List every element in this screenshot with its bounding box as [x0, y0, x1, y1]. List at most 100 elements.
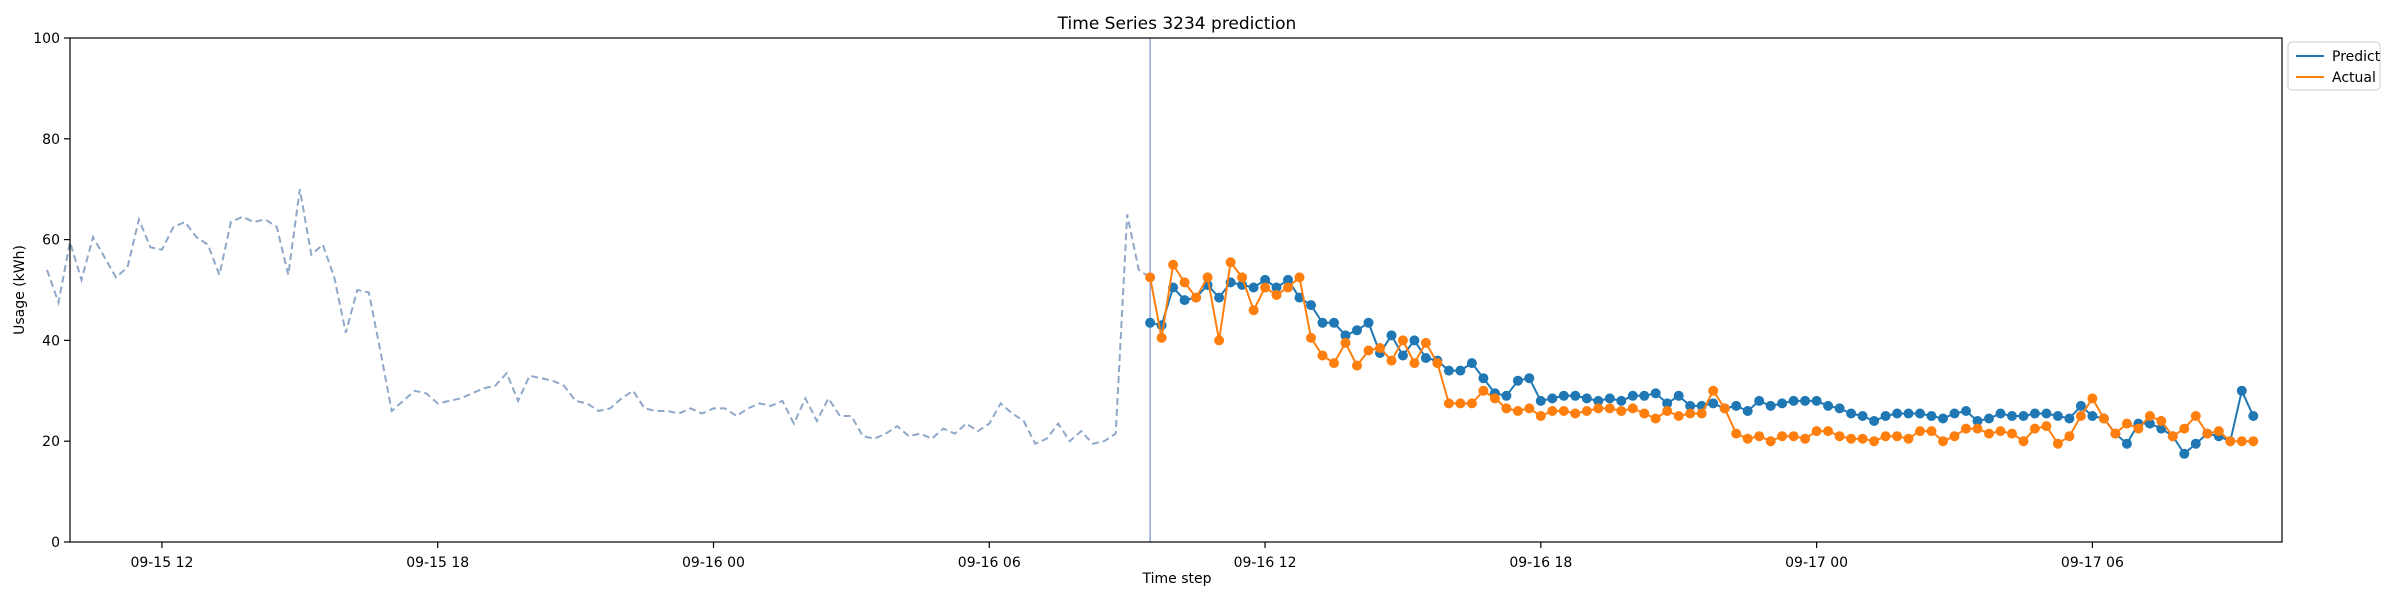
predict-point	[1834, 403, 1845, 414]
actual-point	[1846, 433, 1857, 444]
actual-point	[1524, 403, 1535, 414]
actual-point	[1478, 385, 1489, 396]
predict-point	[1397, 350, 1408, 361]
series-layer	[1145, 257, 2259, 459]
predict-point	[1466, 358, 1477, 369]
actual-point	[2213, 426, 2224, 437]
actual-point	[2052, 438, 2063, 449]
actual-point	[2087, 393, 2098, 404]
actual-point	[1306, 332, 1316, 343]
actual-point	[1489, 393, 1500, 404]
actual-point	[2248, 436, 2259, 447]
predict-point	[2190, 438, 2201, 449]
predict-point	[1443, 365, 1454, 376]
predict-point	[1961, 406, 1971, 416]
actual-point	[1616, 406, 1627, 416]
legend-label-actual: Actual	[2332, 70, 2376, 86]
actual-point	[1179, 277, 1190, 288]
actual-point	[1294, 272, 1305, 283]
predict-point	[2018, 411, 2029, 421]
actual-point	[1512, 406, 1523, 416]
y-tick-label: 20	[42, 434, 60, 450]
x-axis-label: Time step	[1142, 571, 1212, 587]
actual-point	[1662, 406, 1673, 416]
predict-point	[1892, 408, 1903, 419]
predict-point	[1857, 411, 1868, 421]
predict-point	[1352, 325, 1362, 336]
predict-point	[1179, 295, 1190, 306]
actual-point	[1329, 358, 1339, 369]
actual-point	[1708, 385, 1719, 396]
actual-point	[1915, 426, 1925, 437]
predict-point	[1535, 395, 1546, 406]
actual-point	[1903, 433, 1914, 444]
actual-point	[1788, 431, 1799, 442]
actual-point	[1317, 350, 1328, 361]
actual-point	[1375, 343, 1385, 353]
actual-point	[1283, 282, 1293, 293]
actual-point	[1363, 345, 1374, 356]
predict-point	[2064, 413, 2075, 424]
actual-point	[1397, 335, 1408, 346]
actual-point	[1961, 423, 1971, 434]
legend: Predict Actual	[2287, 41, 2381, 91]
predict-point	[2041, 408, 2052, 419]
actual-point	[1972, 423, 1983, 434]
actual-point	[1432, 358, 1443, 369]
predict-point	[1248, 282, 1259, 293]
predict-point	[1742, 406, 1753, 416]
actual-point	[2190, 411, 2201, 421]
predict-point	[1283, 274, 1293, 285]
actual-point	[1547, 406, 1558, 416]
actual-point	[2098, 413, 2109, 424]
actual-point	[1386, 355, 1397, 366]
actual-point	[1777, 431, 1788, 442]
actual-point	[1352, 360, 1362, 371]
actual-point	[1731, 428, 1742, 439]
actual-point	[1650, 413, 1661, 424]
predict-point	[1306, 300, 1316, 311]
actual-point	[2075, 411, 2086, 421]
x-tick-label: 09-15 18	[406, 555, 469, 571]
predict-point	[2052, 411, 2063, 421]
predict-point	[1145, 317, 1156, 328]
actual-point	[1742, 433, 1753, 444]
predict-point	[1685, 400, 1696, 411]
actual-point	[1811, 426, 1822, 437]
predict-point	[1570, 390, 1581, 401]
actual-point	[1214, 335, 1225, 346]
predict-point	[1984, 413, 1994, 424]
actual-point	[1685, 408, 1696, 419]
actual-point	[2064, 431, 2075, 442]
actual-point	[1191, 292, 1202, 303]
actual-point	[2156, 416, 2167, 426]
x-tick-label: 09-17 06	[2061, 555, 2124, 571]
predict-point	[1995, 408, 2006, 419]
actual-point	[1719, 403, 1730, 414]
actual-point	[1604, 403, 1615, 414]
predict-point	[1627, 390, 1638, 401]
actual-point	[1248, 305, 1259, 316]
predict-point	[1777, 398, 1788, 409]
actual-point	[1409, 358, 1420, 369]
plot-area	[46, 37, 2283, 543]
actual-point	[1857, 433, 1868, 444]
predict-point	[1800, 395, 1811, 406]
actual-point	[1754, 431, 1765, 442]
actual-point	[1800, 433, 1811, 444]
x-tick-label: 09-16 06	[958, 555, 1021, 571]
predict-point	[1363, 317, 1374, 328]
actual-point	[1225, 257, 1236, 268]
actual-point	[2110, 428, 2121, 439]
actual-point	[2225, 436, 2236, 447]
actual-point	[1202, 272, 1213, 283]
y-tick-label: 40	[42, 333, 60, 349]
predict-point	[1478, 373, 1489, 384]
actual-point	[2121, 418, 2132, 429]
y-axis-label: Usage (kWh)	[12, 245, 28, 335]
history-line	[46, 189, 1151, 445]
predict-point	[1650, 388, 1661, 399]
actual-point	[1984, 428, 1994, 439]
predict-point	[1972, 416, 1983, 426]
